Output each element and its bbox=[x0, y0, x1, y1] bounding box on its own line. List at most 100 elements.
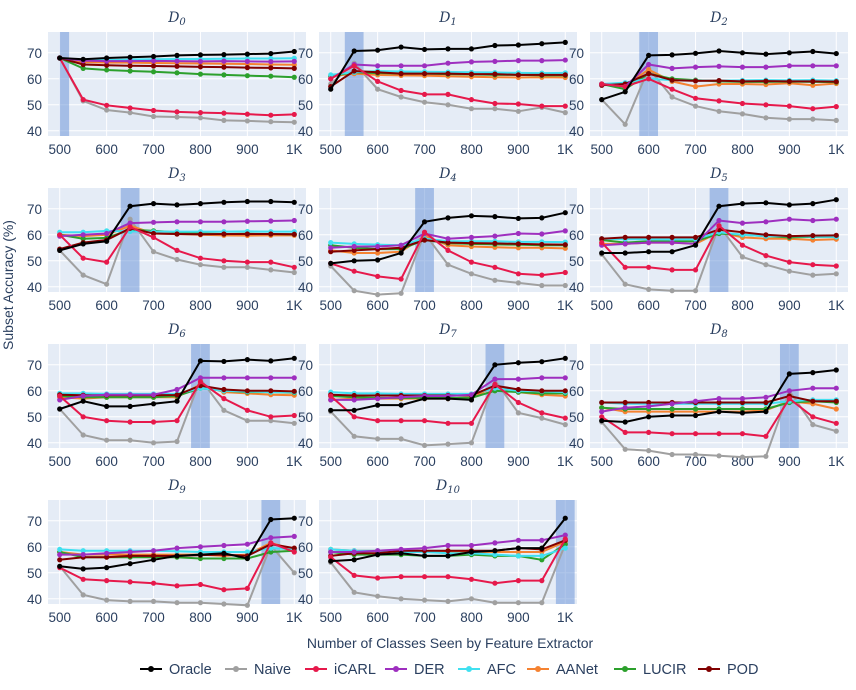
panel-d1-point-oracle bbox=[468, 46, 475, 52]
panel-d10-xtick-label: 500 bbox=[319, 610, 342, 625]
panel-d4-point-oracle bbox=[328, 260, 334, 266]
panel-d4-point-icarl bbox=[398, 276, 404, 282]
panel-d3-point-pod bbox=[268, 231, 274, 237]
panel-d7-point-icarl bbox=[539, 410, 545, 416]
panel-d5-point-icarl bbox=[692, 267, 699, 273]
panel-d1-point-icarl bbox=[398, 87, 404, 94]
panel-d2: 40 50 60 70 500 600 700 800 900 1K D2 bbox=[569, 10, 848, 157]
panel-d10-point-icarl bbox=[328, 554, 334, 560]
panel-d2-series-icarl bbox=[599, 76, 839, 112]
panel-d1-point-der bbox=[539, 58, 545, 64]
panel-d3-point-icarl bbox=[104, 259, 110, 265]
panel-d9-point-oracle bbox=[268, 516, 274, 523]
panel-d10-xtick-label: 800 bbox=[460, 610, 483, 625]
panel-d2-ytick-label: 40 bbox=[569, 124, 584, 139]
panel-d3-point-pod bbox=[244, 231, 250, 237]
panel-d7-xtick-label: 500 bbox=[319, 454, 342, 469]
panel-d10-ytick-label: 60 bbox=[298, 540, 313, 555]
panel-d5-point-pod bbox=[739, 229, 746, 235]
panel-d1-xtick-label: 600 bbox=[366, 142, 389, 157]
panel-d7-xtick-label: 600 bbox=[366, 454, 389, 469]
panel-d2-point-oracle bbox=[810, 48, 816, 55]
panel-d1-xtick-label: 900 bbox=[507, 142, 530, 157]
panel-d3-point-oracle bbox=[127, 203, 133, 209]
panel-d8-series-oracle bbox=[599, 367, 839, 425]
panel-d3-ytick-label: 40 bbox=[27, 280, 42, 295]
panel-d1-series-der bbox=[328, 57, 568, 82]
panel-d2-point-der bbox=[786, 63, 792, 69]
panel-d2-point-oracle bbox=[692, 50, 699, 56]
panel-d2-point-oracle bbox=[763, 51, 769, 57]
panel-d7-point-naive bbox=[398, 436, 404, 442]
panel-d7-point-naive bbox=[421, 442, 428, 448]
panel-d0-point-icarl bbox=[221, 110, 227, 116]
panel-d8-xtick-label: 900 bbox=[778, 454, 801, 469]
panel-d6-point-naive bbox=[127, 437, 133, 443]
panel-d10-ytick-label: 40 bbox=[298, 592, 313, 607]
panel-d4-point-naive bbox=[515, 280, 521, 286]
panel-d7-point-naive bbox=[468, 440, 475, 446]
panel-d8-point-lucir bbox=[599, 405, 605, 411]
panel-d5-point-icarl bbox=[646, 264, 652, 270]
panel-d2-point-oracle bbox=[833, 50, 839, 57]
panel-d4-point-icarl bbox=[492, 264, 498, 270]
panel-d9-point-icarl bbox=[150, 580, 157, 586]
panel-d8-point-naive bbox=[810, 422, 816, 428]
panel-d8-point-naive bbox=[692, 451, 699, 458]
panel-d2-point-der bbox=[833, 63, 839, 69]
panel-d7-point-icarl bbox=[445, 420, 451, 426]
panel-d5-point-icarl bbox=[716, 223, 722, 229]
legend-label-pod: POD bbox=[727, 662, 758, 678]
panel-d3-point-oracle bbox=[104, 238, 110, 244]
panel-d6-point-icarl bbox=[291, 412, 297, 419]
panel-d1-point-pod bbox=[539, 72, 545, 78]
panel-d1-point-der bbox=[492, 58, 498, 64]
panel-d9-point-naive bbox=[197, 600, 204, 606]
panel-d6-point-icarl bbox=[150, 419, 157, 425]
panel-d4-point-icarl bbox=[421, 229, 428, 235]
panel-d7-ytick-label: 60 bbox=[298, 384, 313, 399]
panel-d3-point-icarl bbox=[150, 234, 157, 240]
panel-d8-point-icarl bbox=[646, 429, 652, 435]
panel-d3-point-oracle bbox=[197, 201, 204, 207]
panel-d0-point-pod bbox=[174, 63, 180, 69]
panel-d1-point-der bbox=[421, 63, 428, 69]
panel-d6-xtick-label: 900 bbox=[236, 454, 259, 469]
panel-d6-point-oracle bbox=[291, 355, 297, 361]
panel-d9: 40 50 60 70 500 600 700 800 900 1K D9 bbox=[27, 478, 306, 625]
panel-d6-point-oracle bbox=[244, 357, 250, 363]
panel-d7-point-der bbox=[562, 375, 568, 381]
panel-d0-point-lucir bbox=[221, 72, 227, 78]
panel-d10-point-oracle bbox=[398, 550, 404, 556]
panel-d3-point-naive bbox=[104, 281, 110, 287]
panel-d1-point-afc bbox=[328, 72, 334, 78]
panel-d2-point-pod bbox=[669, 77, 675, 83]
panel-d6-series-oracle bbox=[57, 355, 297, 412]
legend-label-naive: Naive bbox=[254, 662, 291, 678]
panel-d9-point-der bbox=[174, 545, 180, 551]
legend-item-afc: AFC bbox=[458, 662, 516, 678]
panel-d1-xtick-label: 500 bbox=[319, 142, 342, 157]
panel-d9-xtick-label: 1K bbox=[286, 610, 303, 625]
panel-d0-xtick-label: 1K bbox=[286, 142, 303, 157]
panel-d7-point-oracle bbox=[492, 362, 498, 368]
panel-d9-ytick-label: 50 bbox=[27, 566, 42, 581]
panel-d9-point-oracle bbox=[291, 515, 297, 521]
panel-d2-point-der bbox=[763, 64, 769, 70]
panel-d8-point-naive bbox=[739, 454, 746, 460]
panel-d9-point-icarl bbox=[80, 576, 86, 582]
panel-d10-point-icarl bbox=[445, 574, 451, 580]
panel-d7-ytick-label: 70 bbox=[298, 358, 313, 373]
panel-d3-xtick-label: 800 bbox=[189, 298, 212, 313]
panel-d3-series-icarl bbox=[57, 224, 297, 270]
panel-d7-point-der bbox=[539, 375, 545, 381]
panel-d4-xtick-label: 600 bbox=[366, 298, 389, 313]
panel-d6-point-pod bbox=[268, 388, 274, 394]
panel-d7-point-der bbox=[468, 392, 475, 398]
panel-d6-point-oracle bbox=[221, 358, 227, 365]
panel-d2-point-icarl bbox=[763, 102, 769, 108]
panel-d5-point-der bbox=[763, 219, 769, 225]
panel-d1-point-naive bbox=[445, 102, 451, 108]
panel-d1-series-icarl bbox=[328, 63, 568, 109]
panel-d2-point-der bbox=[692, 64, 699, 70]
